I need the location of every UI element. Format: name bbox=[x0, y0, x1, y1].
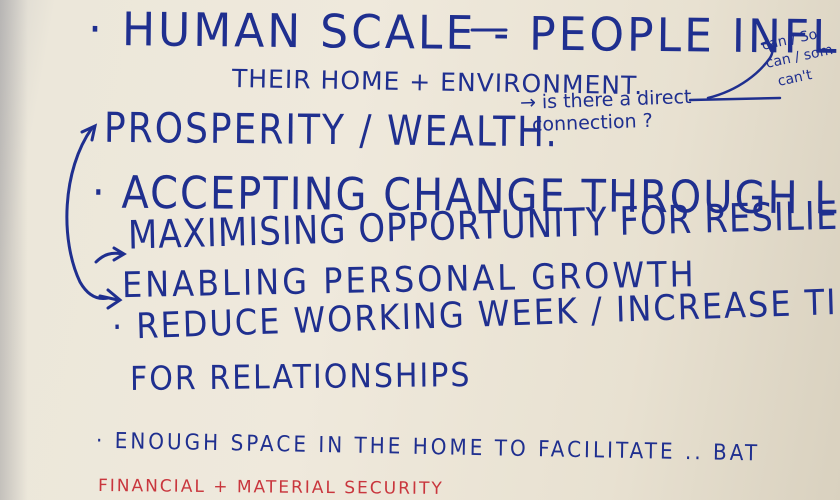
environment-arrow bbox=[688, 96, 782, 102]
left-connector-curve bbox=[65, 126, 110, 300]
arrowhead-prosperity bbox=[80, 123, 98, 142]
paper-edge-shadow bbox=[0, 0, 28, 500]
arrowhead-enabling bbox=[98, 288, 123, 310]
arrowhead-maximising bbox=[94, 246, 127, 264]
margin-connector bbox=[706, 41, 774, 100]
